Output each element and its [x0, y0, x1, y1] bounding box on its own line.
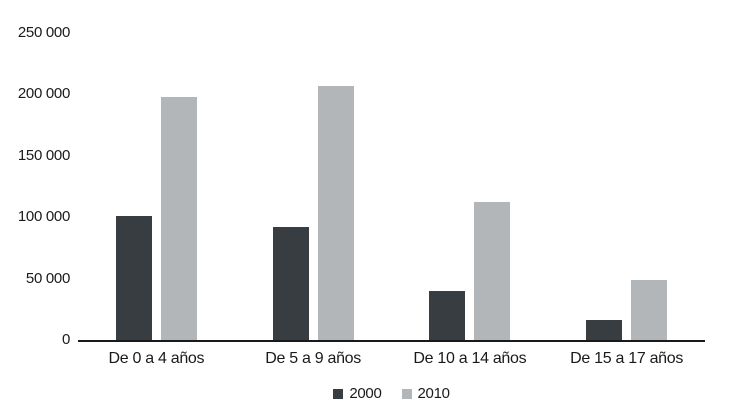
legend-item-2000: 2000 [333, 385, 382, 402]
y-axis-tick-label: 0 [61, 331, 70, 348]
y-axis-tick-label: 50 000 [25, 269, 70, 287]
legend-label: 2000 [349, 385, 382, 402]
legend: 2000 2010 [78, 385, 705, 402]
x-axis-line [78, 340, 705, 342]
y-axis-tick-label: 100 000 [17, 208, 70, 226]
bar-2010-category-3 [631, 279, 668, 340]
y-axis-tick-label: 150 000 [17, 146, 70, 164]
bar-2000-category-3 [586, 320, 623, 340]
y-axis-tick-label: 200 000 [17, 85, 70, 103]
x-axis-category-label: De 5 a 9 años [265, 350, 361, 367]
bar-2010-category-1 [317, 85, 354, 340]
legend-swatch-2000 [333, 389, 344, 399]
x-axis-category-label: De 0 a 4 años [108, 350, 205, 367]
bar-2000-category-1 [272, 227, 309, 340]
bar-2010-category-2 [474, 202, 511, 340]
bar-2000-category-2 [429, 290, 466, 340]
legend-item-2010: 2010 [401, 385, 450, 402]
bar-2000-category-0 [115, 215, 152, 340]
x-axis-category-label: De 10 a 14 años [413, 350, 527, 367]
x-axis-category-label: De 15 a 17 años [570, 350, 684, 367]
y-axis-tick-label: 250 000 [17, 24, 70, 41]
legend-label: 2010 [417, 385, 450, 402]
bar-2010-category-0 [160, 96, 197, 340]
legend-swatch-2010 [401, 389, 412, 399]
